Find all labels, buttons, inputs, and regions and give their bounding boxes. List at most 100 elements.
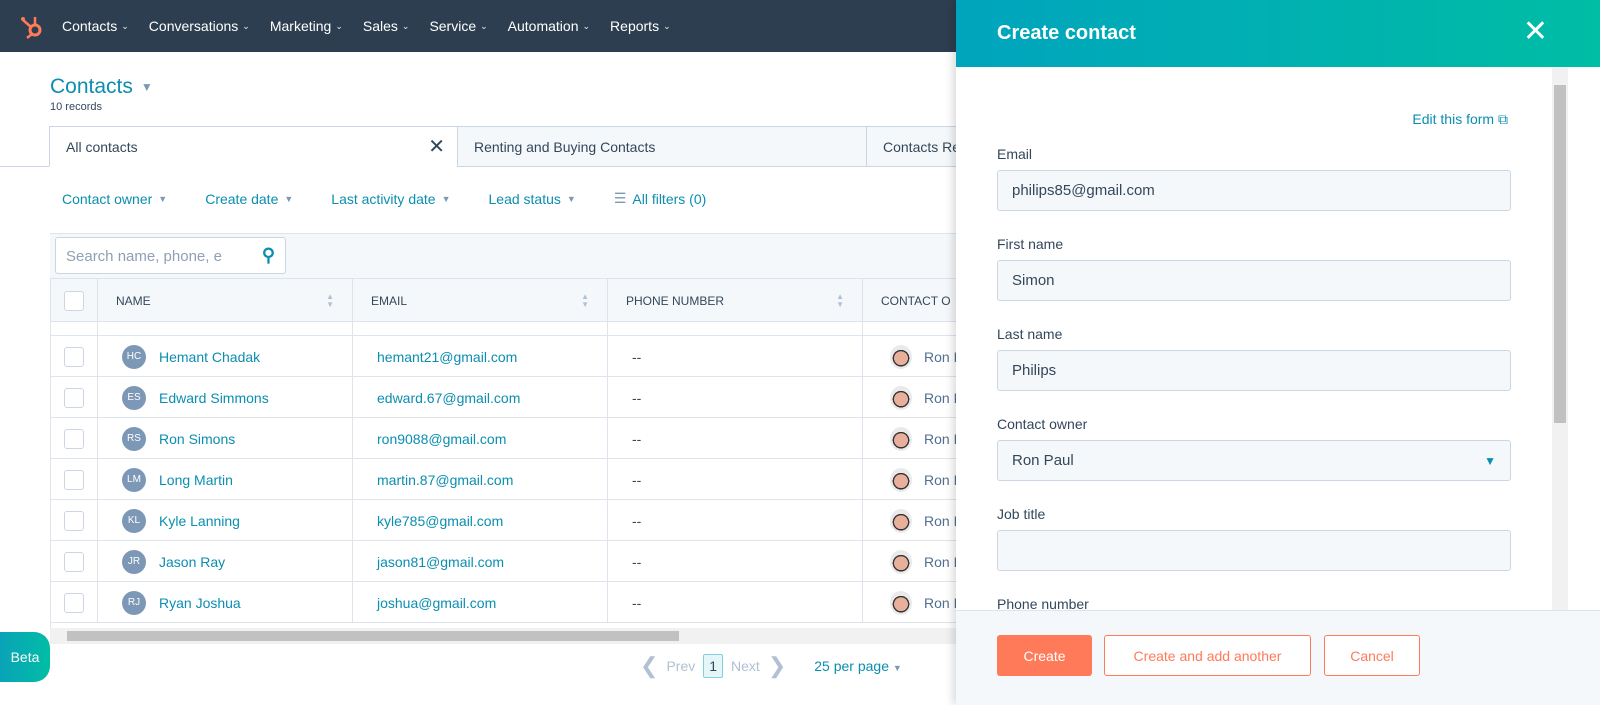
- table-row[interactable]: LM Long Martin martin.87@gmail.com -- Ron…: [51, 459, 960, 500]
- email-link[interactable]: martin.87@gmail.com: [377, 471, 514, 488]
- contact-owner-select[interactable]: Ron Paul ▼: [997, 440, 1511, 481]
- checkbox-cell: [51, 541, 98, 582]
- filter-label: All filters (0): [632, 190, 707, 207]
- owner-name: Ron Paul: [924, 471, 960, 488]
- all-filters-button[interactable]: ☰ All filters (0): [614, 190, 706, 207]
- row-checkbox[interactable]: [64, 469, 84, 490]
- phone-value: --: [632, 553, 642, 570]
- nav-automation[interactable]: Automation ⌄: [508, 18, 590, 34]
- filter-create-date[interactable]: Create date ▼: [205, 190, 293, 207]
- first-name-value: Simon: [1012, 272, 1055, 289]
- contact-name-link[interactable]: Long Martin: [159, 471, 233, 488]
- table-row[interactable]: ES Edward Simmons edward.67@gmail.com -- …: [51, 377, 960, 418]
- filter-contact-owner[interactable]: Contact owner ▼: [62, 190, 167, 207]
- email-link[interactable]: kyle785@gmail.com: [377, 512, 504, 529]
- table-row[interactable]: HC Hemant Chadak hemant21@gmail.com -- Ro…: [51, 336, 960, 377]
- column-label: NAME: [116, 294, 151, 308]
- sort-icon[interactable]: ▲ ▼: [326, 292, 334, 309]
- nav-contacts[interactable]: Contacts ⌄: [62, 18, 129, 34]
- beta-button[interactable]: Beta: [0, 632, 50, 682]
- last-name-input[interactable]: Philips: [997, 350, 1511, 391]
- email-link[interactable]: joshua@gmail.com: [377, 594, 497, 611]
- row-checkbox[interactable]: [64, 551, 84, 572]
- owner-avatar: [890, 426, 912, 451]
- per-page-select[interactable]: 25 per page ▼: [814, 658, 902, 674]
- email-link[interactable]: jason81@gmail.com: [377, 553, 505, 570]
- chevron-right-icon[interactable]: ❯: [767, 653, 787, 678]
- close-icon[interactable]: ✕: [1522, 15, 1548, 48]
- caret-down-icon: ▼: [284, 193, 294, 204]
- table-row[interactable]: RJ Ryan Joshua joshua@gmail.com -- Ron Pa…: [51, 582, 960, 623]
- job-title-label: Job title: [997, 506, 1046, 522]
- column-name[interactable]: NAME ▲ ▼: [98, 279, 353, 323]
- name-cell: HC Hemant Chadak: [98, 336, 353, 377]
- edit-form-link[interactable]: Edit this form ⧉: [1412, 111, 1508, 128]
- column-label: EMAIL: [371, 294, 408, 308]
- cancel-button[interactable]: Cancel: [1324, 635, 1420, 676]
- page-1-button[interactable]: 1: [703, 654, 724, 678]
- close-icon[interactable]: ✕: [428, 136, 445, 158]
- nav-label: Sales: [362, 18, 398, 34]
- nav-conversations[interactable]: Conversations ⌄: [149, 18, 250, 34]
- email-link[interactable]: hemant21@gmail.com: [377, 348, 518, 365]
- table-row[interactable]: JR Jason Ray jason81@gmail.com -- Ron Pau…: [51, 541, 960, 582]
- tab-all-contacts[interactable]: All contacts ✕: [49, 126, 458, 167]
- nav-service[interactable]: Service ⌄: [429, 18, 487, 34]
- filter-last-activity-date[interactable]: Last activity date ▼: [331, 190, 450, 207]
- contact-name-link[interactable]: Ryan Joshua: [159, 594, 241, 611]
- scrollbar-thumb[interactable]: [67, 631, 679, 641]
- contact-owner-label: Contact owner: [997, 416, 1088, 432]
- row-checkbox[interactable]: [64, 428, 84, 449]
- next-button[interactable]: Next: [731, 658, 760, 674]
- contact-name-link[interactable]: Edward Simmons: [159, 389, 269, 406]
- owner-cell: Ron Paul: [863, 418, 960, 459]
- nav-sales[interactable]: Sales ⌄: [363, 18, 410, 34]
- email-link[interactable]: edward.67@gmail.com: [377, 389, 521, 406]
- owner-avatar: [890, 467, 912, 492]
- prev-button[interactable]: Prev: [666, 658, 696, 674]
- column-phone[interactable]: PHONE NUMBER ▲ ▼: [608, 279, 863, 323]
- create-and-add-another-button[interactable]: Create and add another: [1104, 635, 1311, 676]
- contact-name-link[interactable]: Jason Ray: [159, 553, 226, 570]
- email-input[interactable]: philips85@gmail.com: [997, 170, 1511, 211]
- nav-marketing[interactable]: Marketing ⌄: [270, 18, 343, 34]
- email-cell: hemant21@gmail.com: [353, 336, 608, 377]
- phone-cell: --: [608, 418, 863, 459]
- hubspot-logo-icon[interactable]: [20, 12, 44, 40]
- panel-header: Create contact ✕: [956, 0, 1600, 67]
- chevron-left-icon[interactable]: ❮: [640, 653, 659, 678]
- sort-icon[interactable]: ▲ ▼: [581, 292, 589, 309]
- tab-renting-buying[interactable]: Renting and Buying Contacts: [457, 126, 867, 167]
- page-title[interactable]: Contacts ▼: [50, 75, 153, 99]
- edit-form-label: Edit this form: [1412, 111, 1495, 127]
- table-header: NAME ▲ ▼ EMAIL ▲ ▼ PHONE NUMBER ▲ ▼ CONTACT O: [51, 278, 960, 323]
- select-all-checkbox[interactable]: [64, 291, 84, 311]
- row-checkbox[interactable]: [64, 346, 84, 367]
- nav-reports[interactable]: Reports ⌄: [610, 18, 671, 34]
- table-row[interactable]: KL Kyle Lanning kyle785@gmail.com -- Ron …: [51, 500, 960, 541]
- phone-cell: --: [608, 541, 863, 582]
- create-button[interactable]: Create: [997, 635, 1092, 676]
- filter-lead-status[interactable]: Lead status ▼: [489, 190, 576, 207]
- panel-footer: Create Create and add another Cancel: [956, 610, 1600, 705]
- contact-name-link[interactable]: Ron Simons: [159, 430, 236, 447]
- row-checkbox[interactable]: [64, 510, 84, 531]
- contact-name-link[interactable]: Kyle Lanning: [159, 512, 240, 529]
- scrollbar-thumb[interactable]: [1554, 85, 1566, 423]
- row-checkbox[interactable]: [64, 592, 84, 613]
- sort-icon[interactable]: ▲ ▼: [836, 292, 844, 309]
- job-title-input[interactable]: [997, 530, 1511, 571]
- contact-name-link[interactable]: Hemant Chadak: [159, 348, 261, 365]
- email-value: philips85@gmail.com: [1012, 182, 1155, 199]
- search-input[interactable]: Search name, phone, e ⚲: [55, 237, 286, 274]
- name-cell: RJ Ryan Joshua: [98, 582, 353, 623]
- email-link[interactable]: ron9088@gmail.com: [377, 430, 507, 447]
- search-icon[interactable]: ⚲: [261, 245, 275, 265]
- column-contact-owner[interactable]: CONTACT O: [863, 279, 960, 323]
- column-email[interactable]: EMAIL ▲ ▼: [353, 279, 608, 323]
- row-checkbox[interactable]: [64, 387, 84, 408]
- nav-label: Conversations: [148, 18, 239, 34]
- table-row[interactable]: RS Ron Simons ron9088@gmail.com -- Ron Pa…: [51, 418, 960, 459]
- first-name-input[interactable]: Simon: [997, 260, 1511, 301]
- tab-label: All contacts: [66, 138, 138, 155]
